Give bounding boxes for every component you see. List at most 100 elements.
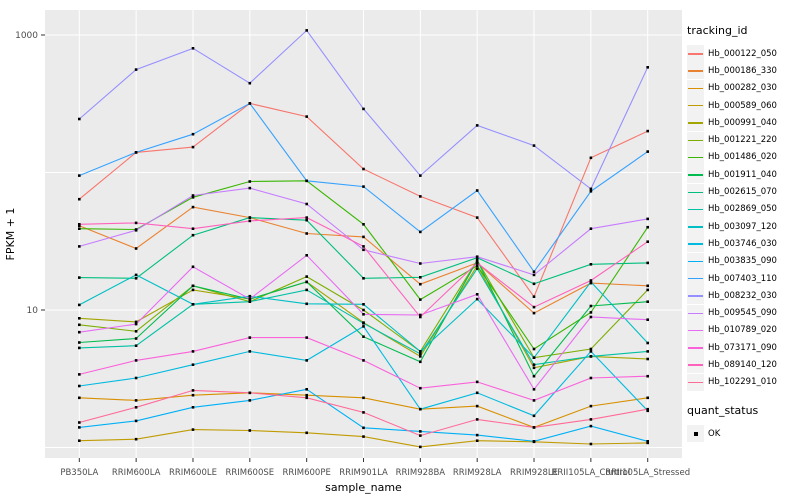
legend-key-line-icon bbox=[687, 252, 704, 270]
data-point bbox=[248, 391, 252, 395]
legend-item-Hb_000282_030: Hb_000282_030 bbox=[687, 79, 799, 97]
data-point bbox=[305, 393, 308, 397]
data-point bbox=[532, 311, 536, 315]
y-axis-title: FPKM + 1 bbox=[4, 208, 17, 261]
data-point bbox=[646, 217, 649, 221]
data-point bbox=[532, 363, 536, 366]
legend-quant-status-block: quant_status OK bbox=[687, 403, 799, 443]
data-point bbox=[646, 240, 649, 243]
data-point bbox=[78, 117, 81, 121]
legend-item-Hb_102291_010: Hb_102291_010 bbox=[687, 373, 799, 391]
data-point bbox=[532, 347, 536, 351]
data-point bbox=[419, 386, 422, 390]
data-point bbox=[419, 276, 422, 279]
data-point bbox=[191, 363, 195, 366]
data-point bbox=[305, 280, 308, 284]
data-point bbox=[78, 421, 81, 424]
data-point bbox=[362, 396, 365, 400]
data-point bbox=[305, 336, 308, 339]
data-point bbox=[78, 384, 81, 388]
data-point bbox=[532, 144, 536, 147]
data-point bbox=[419, 445, 422, 449]
data-point bbox=[248, 81, 252, 85]
data-point bbox=[191, 194, 195, 197]
data-point bbox=[589, 280, 593, 284]
data-point bbox=[248, 294, 252, 298]
data-point bbox=[646, 357, 649, 361]
data-point bbox=[532, 282, 536, 286]
data-point bbox=[248, 219, 252, 223]
data-point bbox=[362, 359, 365, 362]
data-point bbox=[532, 295, 536, 298]
data-point bbox=[646, 300, 649, 303]
data-point bbox=[78, 317, 81, 320]
data-point bbox=[475, 264, 479, 267]
legend-item-label: Hb_003835_090 bbox=[708, 256, 777, 267]
y-tick-label: 1000 bbox=[15, 31, 38, 41]
data-point bbox=[419, 315, 422, 319]
data-point bbox=[134, 68, 138, 71]
data-point bbox=[589, 315, 593, 319]
data-point bbox=[589, 404, 593, 408]
data-point bbox=[305, 218, 308, 222]
legend-item-Hb_089140_120: Hb_089140_120 bbox=[687, 356, 799, 374]
data-point bbox=[362, 167, 365, 171]
data-point bbox=[646, 374, 649, 378]
data-point bbox=[362, 435, 365, 438]
legend-item-Hb_001911_040: Hb_001911_040 bbox=[687, 166, 799, 184]
data-point bbox=[532, 414, 536, 418]
legend-quant-items: OK bbox=[687, 425, 799, 443]
data-point bbox=[191, 47, 195, 50]
legend-item-label: Hb_001486_020 bbox=[708, 152, 777, 163]
data-point bbox=[134, 221, 138, 225]
data-point bbox=[646, 284, 649, 288]
data-point bbox=[419, 174, 422, 177]
legend-title-tracking-id: tracking_id bbox=[687, 24, 748, 37]
data-point bbox=[475, 418, 479, 421]
data-point bbox=[589, 263, 593, 266]
data-point bbox=[191, 284, 195, 288]
data-point bbox=[248, 350, 252, 353]
legend-key-line-icon bbox=[687, 79, 704, 97]
legend-item-Hb_002615_070: Hb_002615_070 bbox=[687, 183, 799, 201]
x-tick-label: RRII105LA_Stressed bbox=[605, 468, 690, 478]
data-point bbox=[305, 179, 308, 183]
legend-items-list: Hb_000122_050 Hb_000186_330 Hb_000282_030 H… bbox=[687, 45, 799, 391]
data-point bbox=[191, 265, 195, 269]
data-point bbox=[134, 344, 138, 347]
data-point bbox=[589, 156, 593, 160]
data-point bbox=[475, 261, 479, 265]
data-point bbox=[475, 297, 479, 301]
legend-item-Hb_008232_030: Hb_008232_030 bbox=[687, 287, 799, 305]
x-tick-label: RRIM928LE bbox=[510, 468, 558, 478]
x-tick-label: RRIM901LA bbox=[339, 468, 388, 478]
legend-item-label: Hb_000122_050 bbox=[708, 48, 777, 59]
legend-key-line-icon bbox=[687, 200, 704, 218]
data-point bbox=[78, 341, 81, 344]
data-point bbox=[589, 304, 593, 308]
data-point bbox=[134, 229, 138, 232]
data-point bbox=[475, 433, 479, 437]
legend-item-Hb_001221_220: Hb_001221_220 bbox=[687, 131, 799, 149]
data-point bbox=[362, 185, 365, 188]
data-point bbox=[646, 66, 649, 69]
data-point bbox=[248, 186, 252, 190]
data-point bbox=[646, 150, 649, 153]
data-point bbox=[78, 330, 81, 334]
data-point bbox=[589, 442, 593, 446]
data-point bbox=[78, 223, 81, 226]
data-point bbox=[646, 350, 649, 353]
legend-key-line-icon bbox=[687, 339, 704, 357]
data-point bbox=[248, 297, 252, 301]
data-point bbox=[475, 259, 479, 262]
legend-item-Hb_007403_110: Hb_007403_110 bbox=[687, 270, 799, 287]
data-point bbox=[419, 313, 422, 317]
data-point bbox=[78, 373, 81, 376]
data-point bbox=[532, 388, 536, 391]
legend-key-line-icon bbox=[687, 62, 704, 80]
legend-item-label: Hb_102291_010 bbox=[708, 377, 777, 388]
data-point bbox=[589, 355, 593, 358]
data-point bbox=[646, 407, 649, 411]
data-point bbox=[589, 187, 593, 191]
legend-title-quant-status: quant_status bbox=[687, 403, 759, 417]
